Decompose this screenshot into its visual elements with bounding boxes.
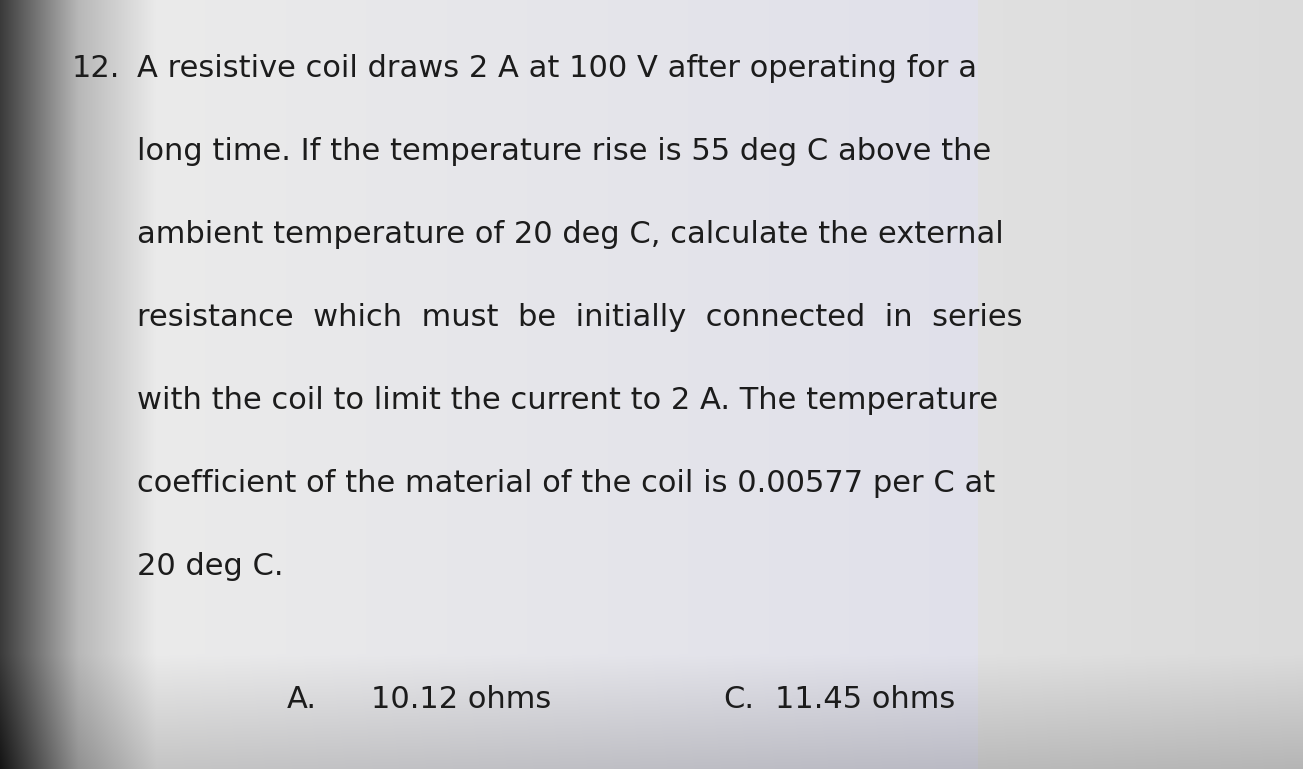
Text: 20 deg C.: 20 deg C. <box>137 552 283 581</box>
Text: 10.12 ohms: 10.12 ohms <box>371 685 551 714</box>
Text: ambient temperature of 20 deg C, calculate the external: ambient temperature of 20 deg C, calcula… <box>137 220 1003 249</box>
Text: A.: A. <box>287 685 317 714</box>
Text: long time. If the temperature rise is 55 deg C above the: long time. If the temperature rise is 55… <box>137 137 992 166</box>
Text: with the coil to limit the current to 2 A. The temperature: with the coil to limit the current to 2 … <box>137 386 998 415</box>
Text: 11.45 ohms: 11.45 ohms <box>775 685 955 714</box>
Text: 12.: 12. <box>72 54 120 83</box>
Text: A resistive coil draws 2 A at 100 V after operating for a: A resistive coil draws 2 A at 100 V afte… <box>137 54 977 83</box>
Text: coefficient of the material of the coil is 0.00577 per C at: coefficient of the material of the coil … <box>137 469 995 498</box>
Text: C.: C. <box>723 685 754 714</box>
Text: resistance  which  must  be  initially  connected  in  series: resistance which must be initially conne… <box>137 303 1023 332</box>
